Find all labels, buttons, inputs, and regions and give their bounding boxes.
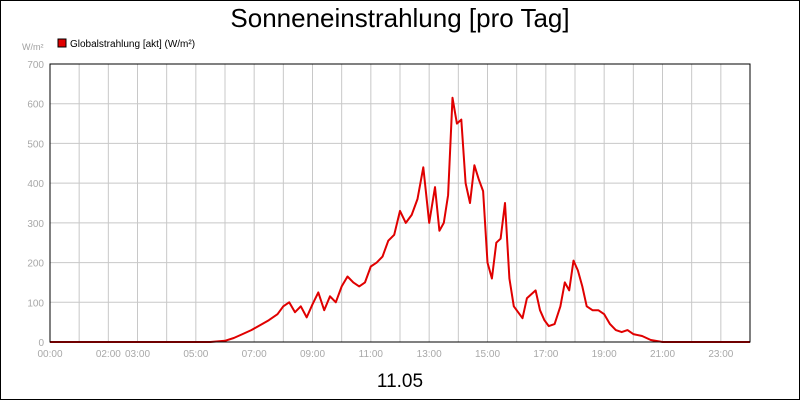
grid-lines	[50, 64, 750, 342]
y-axis-ticks: 0 100 200 300 400 500 600 700	[27, 60, 44, 349]
y-tick-label: 200	[27, 259, 44, 270]
date-label: 11.05	[377, 371, 423, 392]
plot-border	[49, 63, 751, 343]
x-tick-label: 17:00	[533, 349, 558, 360]
legend-swatch	[57, 38, 67, 48]
y-tick-label: 600	[27, 100, 44, 111]
x-axis-ticks: 00:00 02:00 03:00 05:00 07:00 09:00 11:00 13:00…	[37, 349, 733, 360]
y-tick-label: 0	[38, 338, 44, 349]
x-tick-label: 21:00	[650, 349, 675, 360]
x-tick-label: 09:00	[300, 349, 325, 360]
series-line	[50, 96, 750, 343]
x-tick-label: 15:00	[475, 349, 500, 360]
chart-title: Sonneneinstrahlung [pro Tag]	[230, 3, 569, 33]
legend: Globalstrahlung [akt] (W/m²)	[57, 38, 195, 50]
y-tick-label: 500	[27, 139, 44, 150]
x-tick-label: 19:00	[592, 349, 617, 360]
y-tick-label: 400	[27, 179, 44, 190]
y-tick-label: 700	[27, 60, 44, 71]
legend-label: Globalstrahlung [akt] (W/m²)	[70, 39, 195, 50]
x-tick-label: 11:00	[359, 349, 384, 360]
y-axis-unit-label: W/m²	[22, 42, 44, 52]
y-tick-label: 300	[27, 219, 44, 230]
x-tick-label: 00:00	[37, 349, 62, 360]
x-tick-label: 07:00	[242, 349, 267, 360]
x-tick-label: 13:00	[417, 349, 442, 360]
y-tick-label: 100	[27, 298, 44, 309]
x-tick-label: 05:00	[183, 349, 208, 360]
x-tick-label: 03:00	[125, 349, 150, 360]
x-tick-label: 02:00	[96, 349, 121, 360]
series-group	[50, 96, 750, 343]
x-tick-label: 23:00	[708, 349, 733, 360]
